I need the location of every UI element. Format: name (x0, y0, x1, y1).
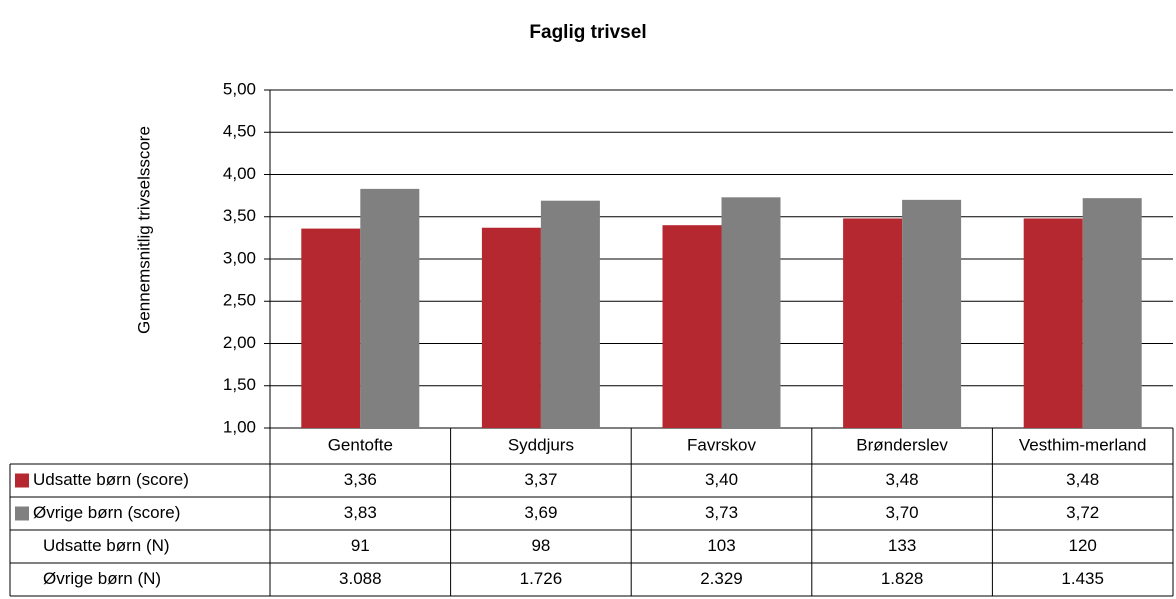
table-value: 133 (888, 536, 916, 555)
legend-swatch (15, 506, 29, 521)
table-value: 3.088 (339, 569, 382, 588)
table-value: 3,72 (1066, 503, 1099, 522)
bar (662, 225, 722, 428)
bar (540, 200, 600, 428)
bar (1082, 198, 1142, 428)
y-tick-label: 3,50 (223, 206, 256, 225)
y-tick-label: 5,00 (223, 79, 256, 98)
table-value: 3,73 (705, 503, 738, 522)
y-tick-label: 1,50 (223, 375, 256, 394)
table-value: 91 (351, 536, 370, 555)
table-value: 1.726 (520, 569, 563, 588)
y-tick-label: 1,00 (223, 417, 256, 436)
table-value: 3,48 (1066, 470, 1099, 489)
table-value: 3,37 (524, 470, 557, 489)
y-tick-label: 3,00 (223, 248, 256, 267)
y-tick-label: 2,50 (223, 291, 256, 310)
table-value: 120 (1069, 536, 1097, 555)
bar (1023, 218, 1083, 428)
x-tick-label: Favrskov (687, 435, 756, 454)
legend-swatch (15, 473, 29, 488)
table-value: 2.329 (700, 569, 743, 588)
bar (301, 228, 361, 428)
table-value: 98 (531, 536, 550, 555)
chart-title: Faglig trivsel (529, 22, 646, 43)
legend-label: Udsatte børn (score) (33, 470, 189, 489)
x-tick-label: Vesthim-merland (1019, 435, 1147, 454)
table-value: 3,83 (344, 503, 377, 522)
row-label: Udsatte børn (N) (43, 536, 170, 555)
bar (721, 197, 781, 428)
bar (902, 199, 962, 428)
x-tick-label: Brønderslev (856, 435, 948, 454)
y-axis-label: Gennemsnitlig trivselsscore (134, 126, 153, 334)
table-value: 103 (707, 536, 735, 555)
bar (481, 227, 541, 428)
y-tick-label: 2,00 (223, 333, 256, 352)
x-tick-label: Syddjurs (508, 435, 574, 454)
bar (843, 218, 903, 428)
table-value: 3,40 (705, 470, 738, 489)
y-tick-label: 4,50 (223, 122, 256, 141)
table-value: 3,48 (886, 470, 919, 489)
table-value: 3,70 (886, 503, 919, 522)
x-tick-label: Gentofte (328, 435, 393, 454)
table-value: 1.828 (881, 569, 924, 588)
table-value: 1.435 (1061, 569, 1104, 588)
y-tick-label: 4,00 (223, 164, 256, 183)
table-value: 3,69 (524, 503, 557, 522)
bar (360, 188, 420, 428)
table-value: 3,36 (344, 470, 377, 489)
legend-label: Øvrige børn (score) (33, 503, 180, 522)
row-label: Øvrige børn (N) (43, 569, 161, 588)
